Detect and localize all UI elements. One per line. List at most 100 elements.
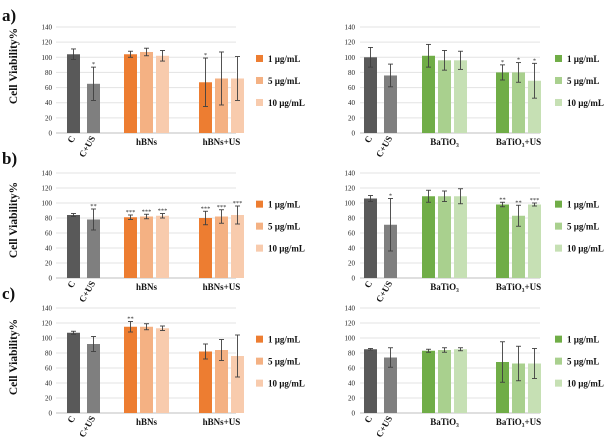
bar: [496, 72, 509, 133]
y-tick-label: 80: [348, 69, 356, 77]
legend-label: 1 µg/mL: [268, 200, 300, 210]
y-axis-label: Cell Viability%: [8, 319, 20, 395]
bar: [231, 215, 244, 278]
bar: [231, 356, 244, 413]
x-category-label: C: [65, 414, 77, 425]
legend-swatch: [256, 335, 263, 343]
y-tick-label: 40: [348, 99, 356, 107]
y-tick-label: 40: [45, 380, 53, 388]
y-axis-label: Cell Viability%: [8, 28, 20, 104]
y-tick-label: 140: [42, 24, 53, 32]
legend-swatch: [256, 54, 263, 62]
y-tick-label: 80: [45, 69, 53, 77]
bar: [384, 75, 397, 133]
y-tick-label: 80: [348, 215, 356, 223]
x-category-label: BaTiO₃: [430, 282, 459, 292]
legend-swatch: [555, 54, 562, 62]
y-tick-label: 20: [45, 114, 53, 122]
significance-marker: ***: [201, 205, 211, 212]
bar: [215, 216, 228, 278]
x-category-label: C+US: [374, 414, 394, 439]
significance-marker: **: [515, 199, 522, 206]
bar: [454, 196, 467, 278]
x-category-label: C: [65, 279, 77, 290]
y-tick-label: 0: [352, 410, 356, 418]
x-category-label: hBNs+US: [203, 417, 241, 427]
legend-swatch: [555, 357, 562, 365]
bar: [364, 57, 377, 133]
significance-marker: *: [501, 59, 504, 66]
bar: [384, 357, 397, 413]
legend-label: 5 µg/mL: [268, 222, 300, 232]
y-tick-label: 120: [345, 39, 356, 47]
panel-label: c): [2, 284, 15, 303]
legend-swatch: [256, 222, 263, 230]
y-tick-label: 20: [348, 114, 356, 122]
bar: [528, 363, 541, 413]
x-category-label: C: [65, 134, 77, 145]
bar: [156, 55, 169, 134]
y-tick-label: 100: [345, 54, 356, 62]
bar: [364, 198, 377, 278]
significance-marker: *: [204, 52, 207, 59]
y-tick-label: 140: [345, 305, 356, 313]
y-tick-label: 80: [348, 350, 356, 358]
y-tick-label: 0: [49, 130, 53, 138]
bar: [67, 54, 80, 133]
legend-label: 10 µg/mL: [567, 244, 604, 254]
legend-swatch: [555, 222, 562, 230]
x-category-label: hBNs+US: [203, 282, 241, 292]
x-category-label: C+US: [374, 134, 394, 159]
x-category-label: C+US: [77, 414, 97, 439]
y-tick-label: 100: [42, 54, 53, 62]
bar: [87, 83, 100, 133]
x-category-label: C: [362, 414, 374, 425]
y-axis-label: Cell Viability%: [8, 182, 20, 258]
y-tick-label: 60: [348, 365, 356, 373]
x-category-label: BaTiO₃: [430, 417, 459, 427]
x-category-label: C: [362, 279, 374, 290]
y-tick-label: 60: [348, 230, 356, 238]
y-tick-label: 60: [45, 84, 53, 92]
y-tick-label: 120: [42, 39, 53, 47]
bar: [512, 363, 525, 413]
y-tick-label: 40: [348, 380, 356, 388]
legend-label: 10 µg/mL: [567, 98, 604, 108]
bar: [422, 55, 435, 134]
significance-marker: ***: [142, 208, 152, 215]
legend-label: 1 µg/mL: [567, 200, 599, 210]
y-tick-label: 140: [345, 24, 356, 32]
bar: [496, 204, 509, 278]
y-tick-label: 20: [348, 260, 356, 268]
x-category-label: hBNs: [136, 137, 158, 147]
x-category-label: BaTiO₃: [430, 137, 459, 147]
legend-label: 1 µg/mL: [268, 335, 300, 345]
x-category-label: BaTiO₃+US: [496, 137, 541, 147]
significance-marker: ***: [217, 204, 227, 211]
panel-label: b): [2, 149, 17, 168]
bar: [67, 215, 80, 278]
bar: [438, 196, 451, 278]
y-tick-label: 120: [42, 320, 53, 328]
legend-swatch: [555, 335, 562, 343]
legend-label: 10 µg/mL: [567, 379, 604, 389]
y-tick-label: 140: [345, 170, 356, 178]
legend-label: 5 µg/mL: [567, 357, 599, 367]
legend-swatch: [256, 200, 263, 208]
x-category-label: C+US: [374, 279, 394, 304]
y-tick-label: 100: [42, 335, 53, 343]
bar: [87, 344, 100, 413]
bar: [528, 204, 541, 278]
bar: [364, 349, 377, 413]
bar: [140, 216, 153, 278]
legend-swatch: [256, 357, 263, 365]
bar: [199, 218, 212, 278]
bar: [512, 215, 525, 278]
significance-marker: **: [499, 196, 506, 203]
y-tick-label: 20: [45, 260, 53, 268]
x-category-label: BaTiO₃+US: [496, 282, 541, 292]
bar: [231, 78, 244, 133]
y-tick-label: 0: [352, 130, 356, 138]
bar: [512, 72, 525, 133]
